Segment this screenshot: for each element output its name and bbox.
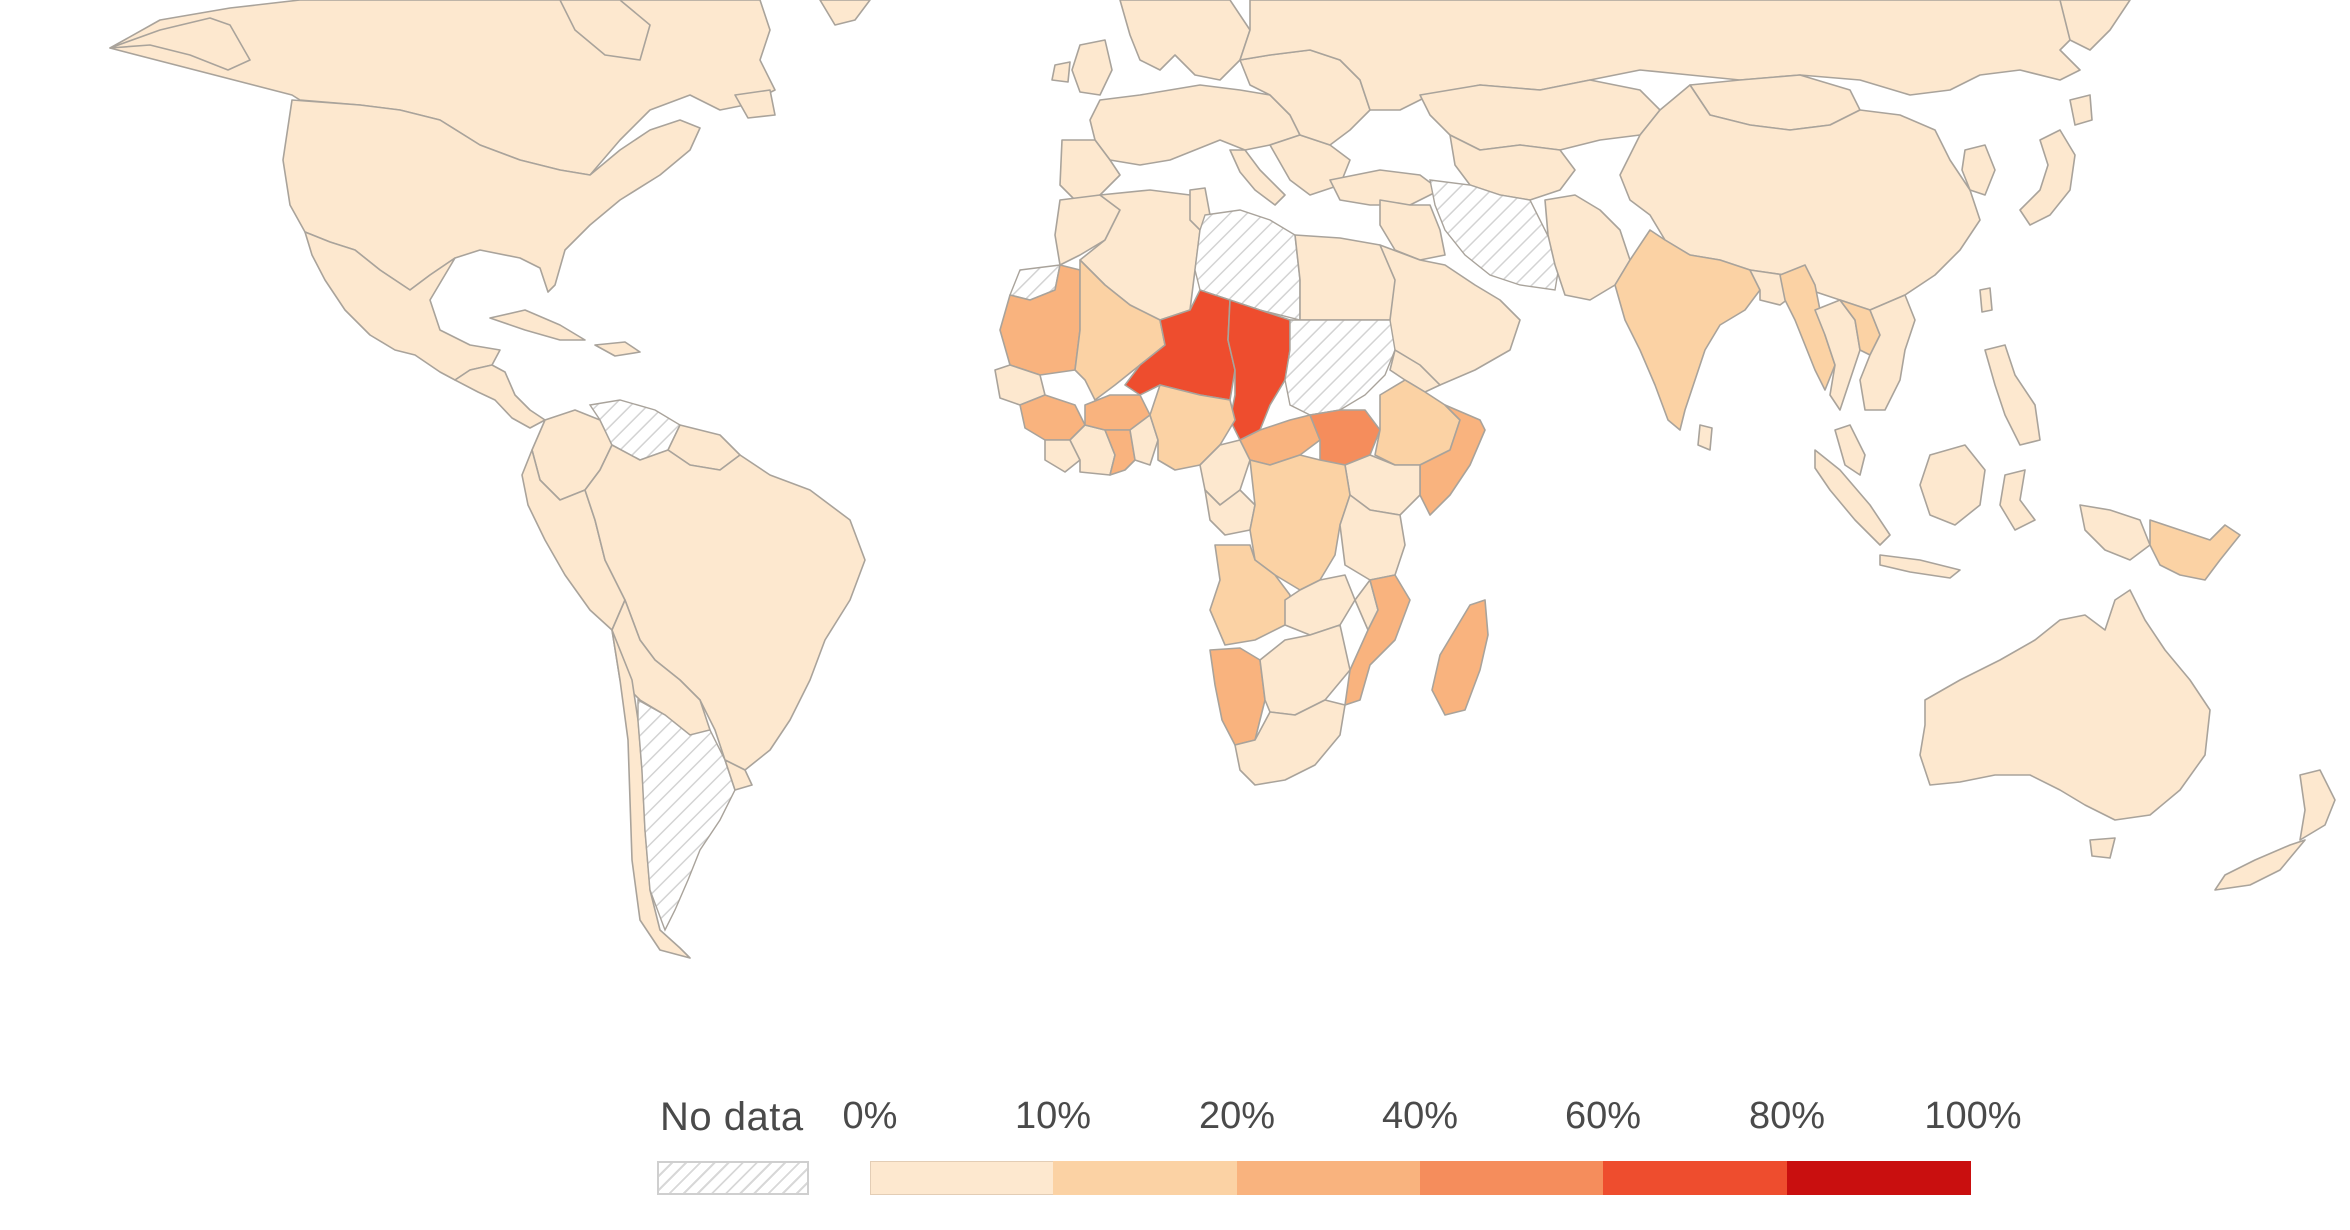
mexico[interactable] xyxy=(304,231,501,381)
iraq-syria[interactable] xyxy=(1379,199,1446,261)
legend-bin-80-100 xyxy=(1787,1161,1971,1195)
togo-benin[interactable] xyxy=(1129,414,1159,466)
uruguay[interactable] xyxy=(724,759,753,791)
new-guinea-west[interactable] xyxy=(2079,504,2151,561)
south-africa[interactable] xyxy=(1234,699,1346,786)
sri-lanka[interactable] xyxy=(1697,424,1713,451)
taiwan[interactable] xyxy=(1979,287,1993,313)
western-europe[interactable] xyxy=(1089,84,1301,166)
legend-bin-20-40 xyxy=(1237,1161,1421,1195)
java[interactable] xyxy=(1879,554,1961,579)
legend-bin-10-20 xyxy=(1053,1161,1237,1195)
italy[interactable] xyxy=(1229,149,1286,206)
legend-tick: 10% xyxy=(1014,1095,1092,1137)
legend-tick: 100% xyxy=(1924,1095,2022,1137)
legend-no-data-swatch xyxy=(657,1161,809,1195)
namibia[interactable] xyxy=(1209,647,1266,746)
central-america[interactable] xyxy=(454,364,546,429)
legend-tick: 60% xyxy=(1564,1095,1642,1137)
iberia[interactable] xyxy=(1059,139,1121,201)
papua-new-guinea[interactable] xyxy=(2149,519,2241,581)
europe xyxy=(1051,0,1441,206)
africa xyxy=(994,187,1489,786)
hispaniola[interactable] xyxy=(594,341,641,357)
egypt[interactable] xyxy=(1294,234,1396,321)
legend-tick: 20% xyxy=(1198,1095,1276,1137)
argentina[interactable] xyxy=(637,698,736,932)
legend-bin-40-60 xyxy=(1420,1161,1604,1195)
arctic-island-baffin[interactable] xyxy=(559,0,651,61)
mozambique[interactable] xyxy=(1344,574,1411,706)
legend-tick: 80% xyxy=(1748,1095,1826,1137)
somalia[interactable] xyxy=(1419,404,1486,516)
philippines[interactable] xyxy=(1984,344,2041,446)
legend-tick: 0% xyxy=(842,1095,898,1137)
legend-bin-0-10 xyxy=(870,1161,1054,1195)
legend-tick: 40% xyxy=(1381,1095,1459,1137)
guinea[interactable] xyxy=(1019,394,1086,441)
india[interactable] xyxy=(1614,229,1761,431)
borneo[interactable] xyxy=(1919,444,1986,526)
cuba[interactable] xyxy=(489,309,586,341)
new-zealand-south[interactable] xyxy=(2214,839,2306,891)
vietnam-cambodia[interactable] xyxy=(1859,294,1916,411)
uk-ireland[interactable] xyxy=(1051,39,1113,96)
north-america xyxy=(109,0,871,429)
tasmania[interactable] xyxy=(2089,837,2116,859)
turkey[interactable] xyxy=(1329,169,1441,206)
sumatra[interactable] xyxy=(1814,449,1891,546)
sudan[interactable] xyxy=(1284,319,1396,416)
australia[interactable] xyxy=(1919,589,2211,821)
botswana-zimbabwe[interactable] xyxy=(1259,624,1351,716)
sierra-leone-liberia[interactable] xyxy=(1044,439,1081,473)
madagascar[interactable] xyxy=(1431,599,1489,716)
new-zealand-north[interactable] xyxy=(2299,769,2336,841)
sulawesi[interactable] xyxy=(1999,469,2036,531)
korea[interactable] xyxy=(1961,144,1996,196)
mali[interactable] xyxy=(1074,259,1166,401)
gabon-congo[interactable] xyxy=(1204,489,1256,536)
dr-congo[interactable] xyxy=(1249,454,1351,591)
oceania xyxy=(1919,589,2336,891)
japan[interactable] xyxy=(2019,94,2093,226)
alaska[interactable] xyxy=(109,17,251,71)
central-asia[interactable] xyxy=(1449,134,1576,201)
greenland[interactable] xyxy=(819,0,871,26)
scandinavia[interactable] xyxy=(1119,0,1251,81)
legend-no-data-label: No data xyxy=(660,1095,804,1139)
map-legend: No data 0% 10% 20% 40% 60% 80% 100% xyxy=(655,1095,2025,1205)
russia[interactable] xyxy=(1239,0,2121,111)
chukotka-peninsula[interactable] xyxy=(2059,0,2131,51)
malaysia[interactable] xyxy=(1834,424,1866,476)
legend-bin-60-80 xyxy=(1603,1161,1787,1195)
newfoundland[interactable] xyxy=(734,89,776,119)
chad[interactable] xyxy=(1227,299,1291,441)
south-america xyxy=(521,399,866,959)
iran[interactable] xyxy=(1429,179,1561,291)
libya[interactable] xyxy=(1194,209,1301,321)
myanmar[interactable] xyxy=(1779,264,1836,391)
